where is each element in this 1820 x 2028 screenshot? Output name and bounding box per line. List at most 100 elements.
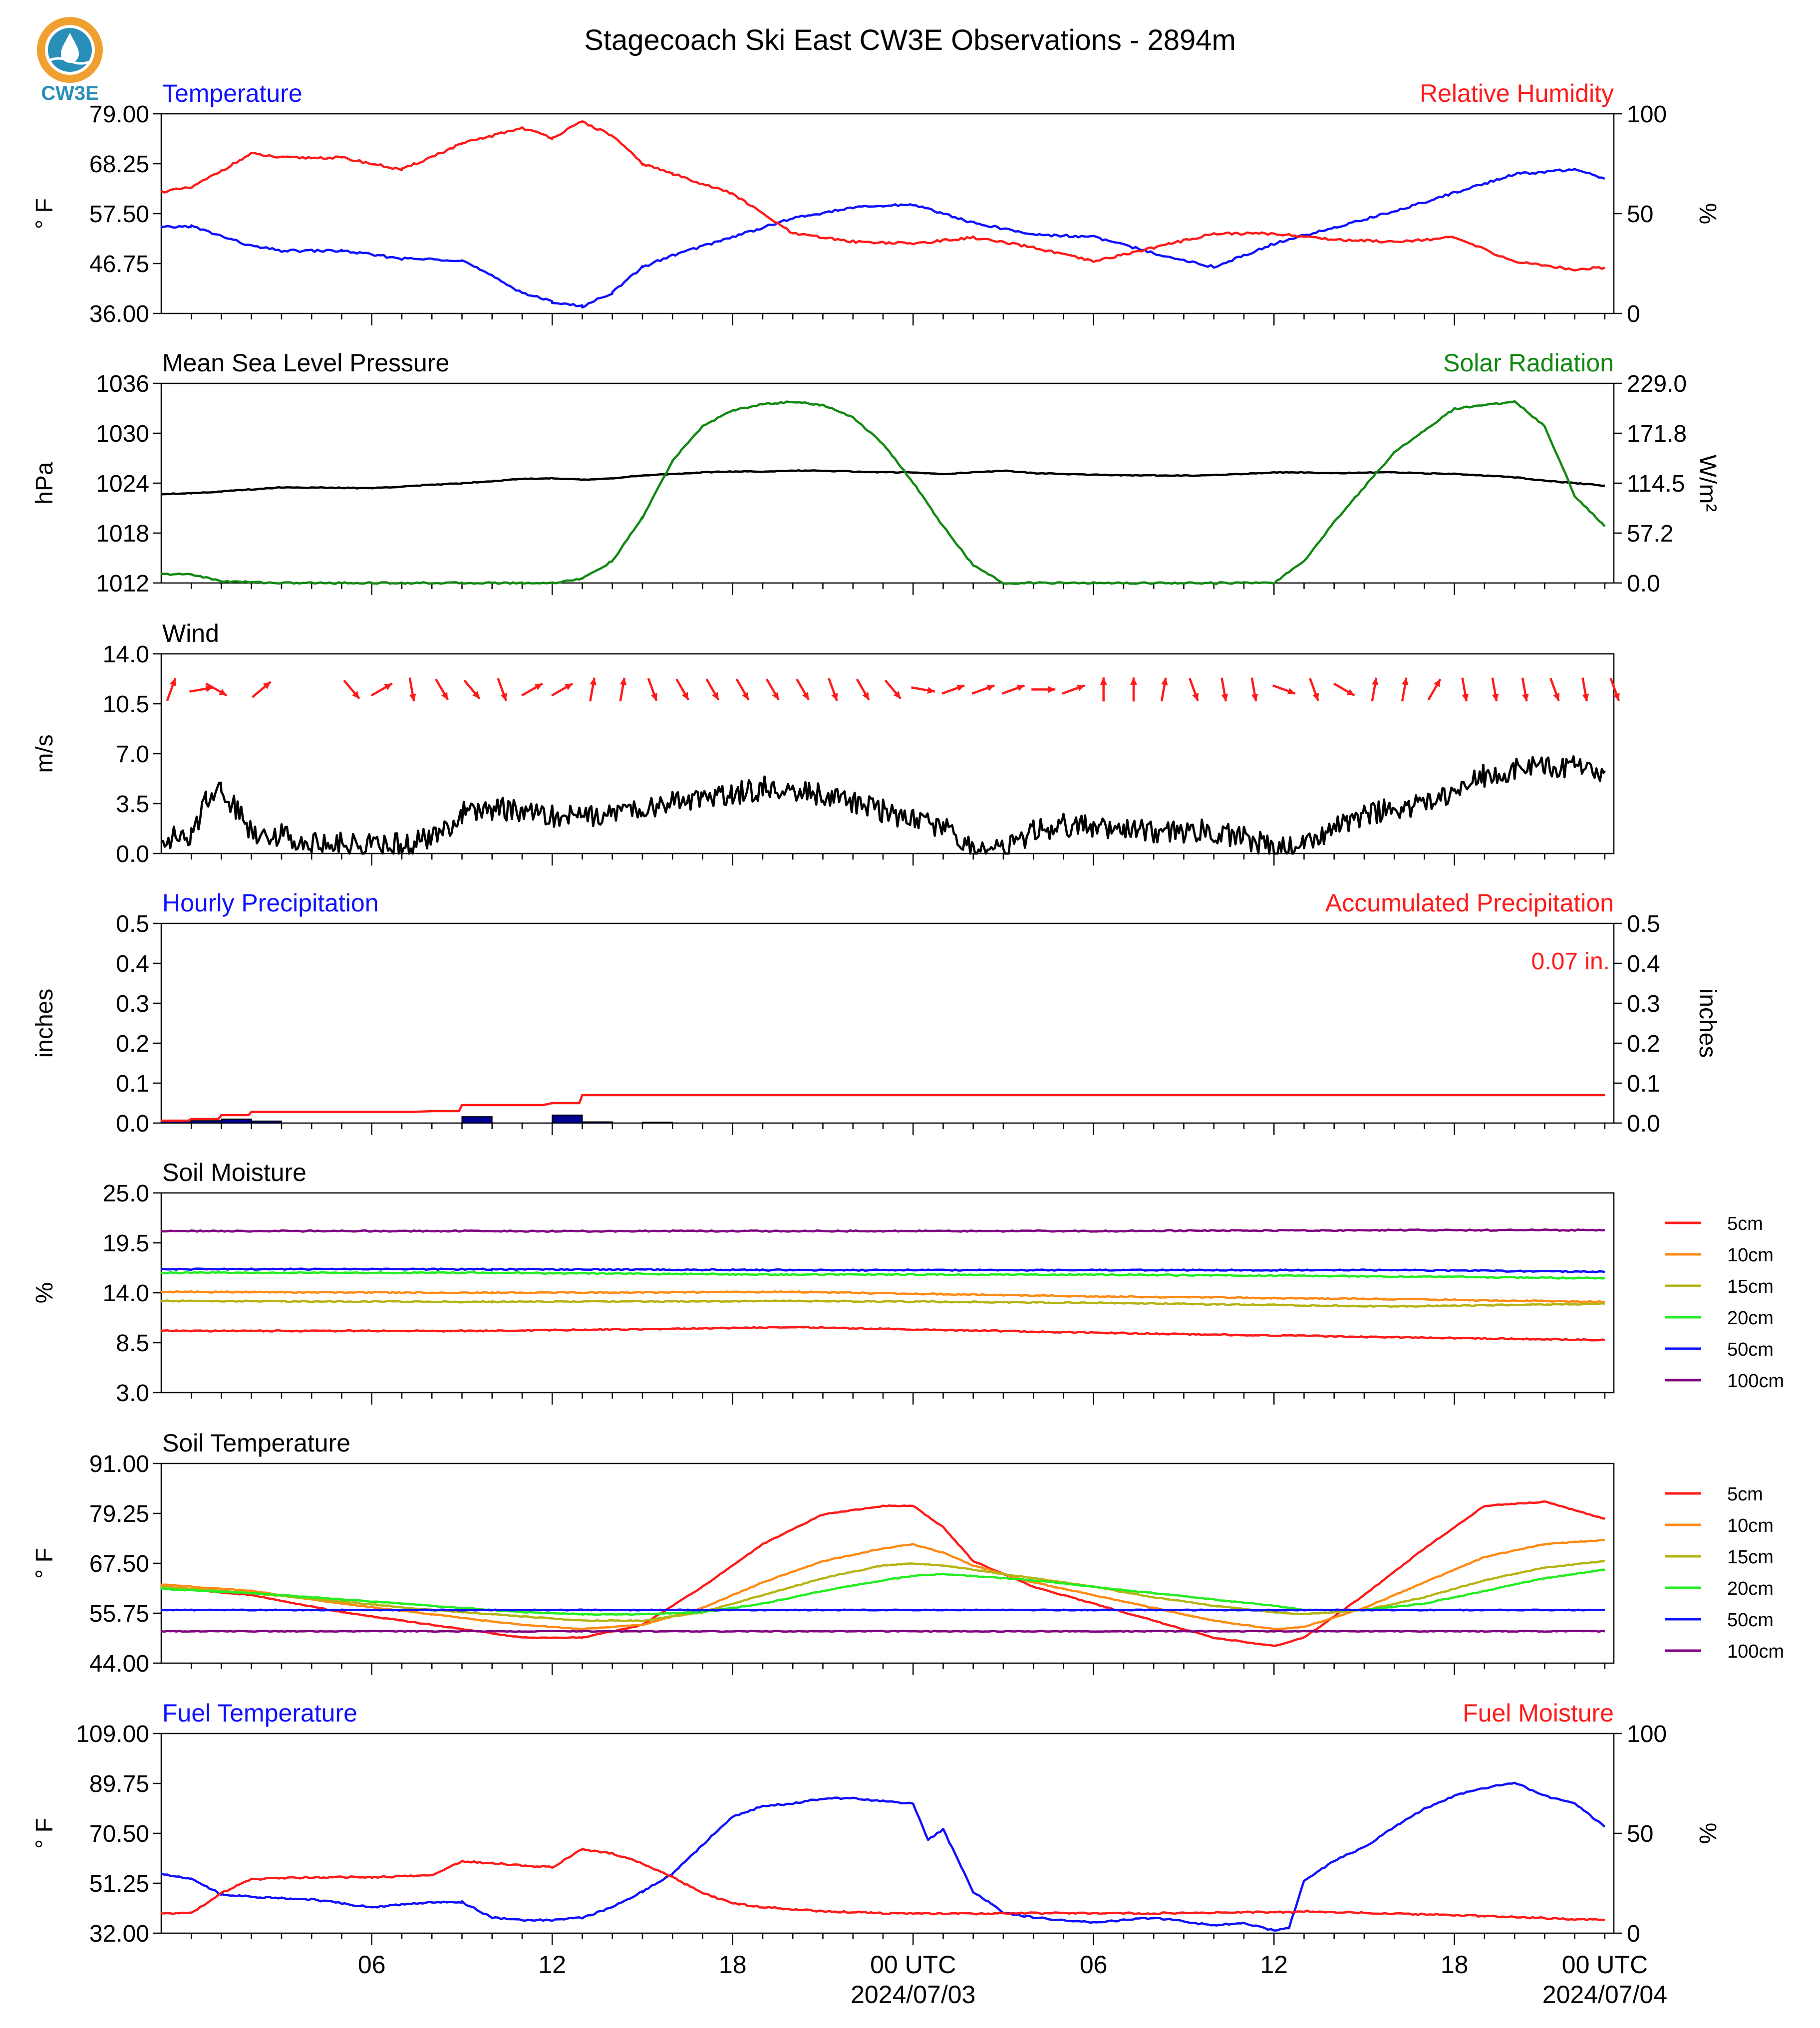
wind-arrow-head <box>169 678 176 686</box>
y2-tick-label: 100 <box>1627 1721 1667 1747</box>
wind-arrow-head <box>472 691 480 699</box>
wind-arrow-head <box>893 691 901 699</box>
wind-arrow <box>1521 677 1529 702</box>
y-tick-label: 3.5 <box>116 791 149 818</box>
y-tick-label: 0.1 <box>116 1071 149 1097</box>
wind-arrow <box>1427 678 1442 701</box>
x-tick-label: 12 <box>1260 1951 1288 1979</box>
y-tick-label: 79.00 <box>89 101 149 128</box>
wind-arrow-head <box>772 692 779 700</box>
y-tick-label: 1024 <box>96 471 149 497</box>
precip-bar <box>461 1116 493 1124</box>
wind-arrow <box>1491 677 1499 702</box>
wind-arrow-head <box>956 684 965 691</box>
x-tick-label: 18 <box>1441 1951 1469 1979</box>
legend-label: 10cm <box>1727 1515 1774 1536</box>
y2-tick-label: 100 <box>1627 101 1667 128</box>
y-tick-label: 14.0 <box>103 641 149 668</box>
series-line-50cm <box>161 1267 1605 1274</box>
panel-title-left: Fuel Temperature <box>162 1699 357 1727</box>
logo-ring <box>37 17 103 83</box>
wind-arrow-head <box>619 677 627 686</box>
y-tick-label: 7.0 <box>116 741 149 768</box>
wind-arrow <box>941 684 965 695</box>
y-tick-label: 70.50 <box>89 1821 149 1847</box>
x-tick-label: 00 UTC <box>1562 1951 1648 1979</box>
panel-title-right: Accumulated Precipitation <box>1325 889 1614 917</box>
series-line-5cm <box>161 1500 1605 1647</box>
y-tick-label: 68.25 <box>89 151 149 178</box>
wind-arrow-head <box>1401 677 1409 686</box>
wind-arrow <box>1609 678 1620 701</box>
precip-bar <box>221 1119 252 1124</box>
panel-title-left: Soil Moisture <box>162 1159 306 1186</box>
series-line-temperature <box>161 168 1605 309</box>
wind-arrow-head <box>1077 684 1085 691</box>
x-date-label: 2024/07/03 <box>851 1981 975 2009</box>
panel-title-left: Temperature <box>162 79 303 107</box>
x-tick-label: 12 <box>538 1951 566 1979</box>
wind-arrow <box>828 678 838 701</box>
wind-arrow <box>1062 684 1085 695</box>
chart-title: Stagecoach Ski East CW3E Observations - … <box>584 24 1236 56</box>
wind-arrow <box>1250 677 1258 702</box>
y-tick-label: 67.50 <box>89 1551 149 1577</box>
wind-arrow-head <box>831 693 838 701</box>
wind-arrow <box>435 678 449 701</box>
x-tick-label: 18 <box>719 1951 747 1979</box>
y-axis-label: hPa <box>31 462 58 505</box>
y-tick-label: 36.00 <box>89 301 149 327</box>
y-tick-label: 0.0 <box>116 1111 149 1137</box>
wind-arrow <box>735 678 750 701</box>
y2-tick-label: 0.3 <box>1627 991 1660 1017</box>
wind-arrow <box>1189 678 1199 701</box>
wind-arrow <box>911 686 935 694</box>
series-line-solar-radiation <box>161 400 1606 585</box>
panel-fuel: Fuel Temperature Fuel Moisture 109.00 89.75… <box>31 1699 1721 1947</box>
precip-bar <box>251 1121 282 1124</box>
y-tick-label: 25.0 <box>103 1180 149 1207</box>
wind-arrow-head <box>1161 677 1168 686</box>
y2-axis-label: % <box>1694 203 1721 225</box>
wind-arrow-head <box>1434 679 1441 687</box>
wind-arrow <box>705 678 720 701</box>
series-line-15cm <box>161 1560 1605 1622</box>
chart-panels: Temperature Relative Humidity 79.00 68.25 57… <box>31 79 1784 2009</box>
y-tick-label: 0.4 <box>116 951 149 977</box>
legend-label: 5cm <box>1727 1213 1763 1234</box>
panel-title-right: Solar Radiation <box>1443 349 1614 377</box>
water-drop-icon <box>61 33 79 63</box>
series-line-100cm <box>161 1630 1605 1633</box>
accumulated-total-label: 0.07 in. <box>1531 948 1610 975</box>
y2-tick-label: 0 <box>1627 1921 1640 1947</box>
x-date-label: 2024/07/04 <box>1542 1981 1667 2009</box>
panel-soilmoist: Soil Moisture 25.0 19.5 14.0 8.5 3.0% 5cm 10cm 1… <box>31 1159 1784 1407</box>
wind-arrow-head <box>681 692 689 700</box>
plot-frame <box>160 1733 1615 1934</box>
legend-label: 5cm <box>1727 1484 1763 1505</box>
wind-arrow-head <box>1521 693 1529 702</box>
wind-arrow <box>971 684 995 695</box>
legend-label: 100cm <box>1727 1641 1784 1662</box>
wind-arrow-head <box>352 691 359 699</box>
y2-tick-label: 0.1 <box>1627 1071 1660 1097</box>
legend-label: 15cm <box>1727 1547 1774 1568</box>
plot-frame <box>160 1462 1615 1664</box>
y-axis-label: ° F <box>31 198 58 229</box>
y2-tick-label: 0 <box>1627 301 1640 327</box>
panel-soiltemp: Soil Temperature 91.00 79.25 67.50 55.75 44.0… <box>31 1429 1784 1677</box>
panel-title-left: Mean Sea Level Pressure <box>162 349 449 377</box>
legend-label: 20cm <box>1727 1308 1774 1329</box>
legend-label: 15cm <box>1727 1276 1774 1297</box>
plot-frame <box>160 922 1615 1124</box>
y2-tick-label: 0.2 <box>1627 1031 1660 1057</box>
series-line-fuel-moisture <box>161 1847 1605 1922</box>
series-line-fuel-temperature <box>161 1781 1606 1932</box>
wind-arrow-head <box>986 684 995 691</box>
y-tick-label: 57.50 <box>89 201 149 228</box>
wind-arrow <box>589 677 597 702</box>
wind-arrow-head <box>742 692 749 700</box>
y-tick-label: 19.5 <box>103 1230 149 1257</box>
wind-arrow-head <box>1221 693 1228 702</box>
